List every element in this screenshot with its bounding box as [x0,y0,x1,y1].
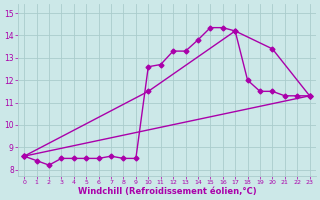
X-axis label: Windchill (Refroidissement éolien,°C): Windchill (Refroidissement éolien,°C) [77,187,256,196]
